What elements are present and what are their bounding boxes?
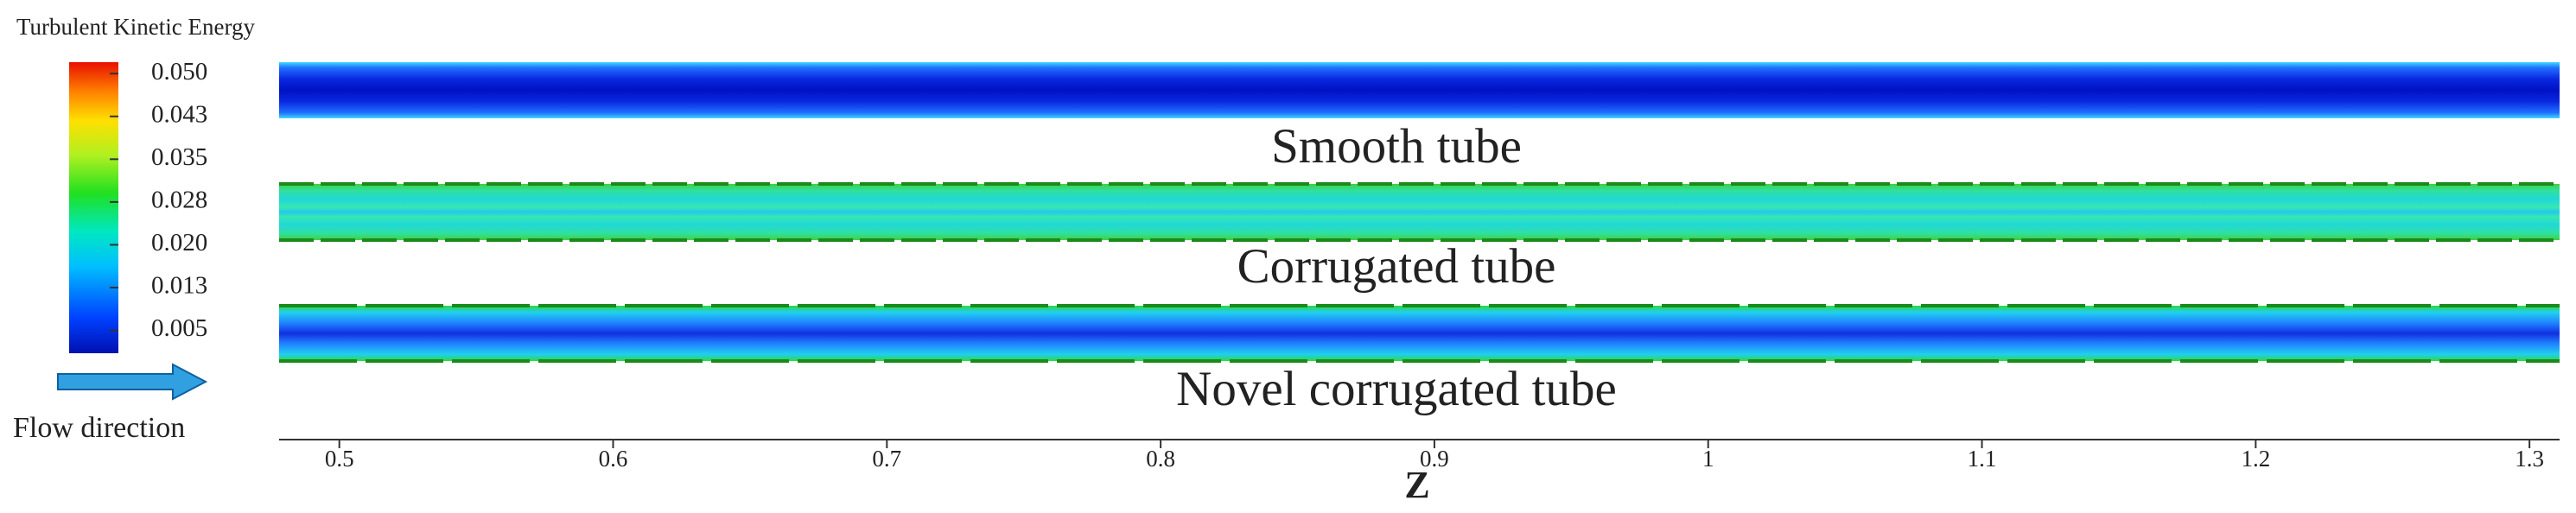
x-tick-label: 1.3 xyxy=(2515,446,2544,472)
corrugated-tube xyxy=(279,184,2560,240)
x-tick-label: 0.5 xyxy=(325,446,354,472)
x-tick-label: 1.1 xyxy=(1968,446,1997,472)
colorbar-title: Turbulent Kinetic Energy xyxy=(16,14,255,40)
flow-arrow xyxy=(57,363,208,401)
flow-label: Flow direction xyxy=(13,412,185,444)
colorbar xyxy=(69,62,118,353)
x-tick-label: 1 xyxy=(1702,446,1714,472)
colorbar-tick-label: 0.028 xyxy=(151,187,207,214)
x-tick-label: 0.6 xyxy=(599,446,628,472)
colorbar-tick-label: 0.013 xyxy=(151,272,207,300)
colorbar-tick-label: 0.035 xyxy=(151,143,207,171)
x-tick-label: 1.2 xyxy=(2241,446,2270,472)
x-tick-label: 0.9 xyxy=(1420,446,1449,472)
tube-label: Novel corrugated tube xyxy=(1176,362,1617,416)
tube-label: Corrugated tube xyxy=(1237,239,1556,294)
x-axis-label: Z xyxy=(1404,464,1429,506)
colorbar-tick-label: 0.020 xyxy=(151,229,207,256)
colorbar-tick-label: 0.043 xyxy=(151,100,207,128)
novel-tube xyxy=(279,306,2560,361)
colorbar-tick-label: 0.005 xyxy=(151,314,207,342)
colorbar-tick-label: 0.050 xyxy=(151,58,207,86)
smooth-tube xyxy=(279,62,2560,118)
x-tick-label: 0.7 xyxy=(872,446,901,472)
tube-label: Smooth tube xyxy=(1271,119,1522,174)
x-tick-label: 0.8 xyxy=(1146,446,1175,472)
